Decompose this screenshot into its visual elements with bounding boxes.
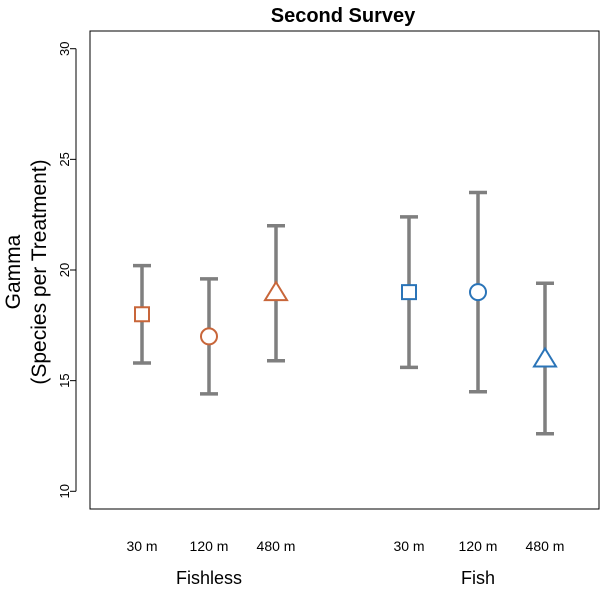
y-tick-label: 20 bbox=[57, 263, 72, 277]
circle-marker bbox=[200, 327, 218, 346]
plot-frame bbox=[89, 30, 600, 510]
x-axis-labels: 30 m 120 m 480 m 30 m 120 m 480 m bbox=[126, 538, 564, 554]
data-marks bbox=[133, 190, 558, 436]
square-marker bbox=[401, 284, 417, 301]
y-tick-label: 25 bbox=[57, 152, 72, 166]
x-tick-label: 120 m bbox=[459, 538, 498, 554]
group-label: Fishless bbox=[176, 568, 242, 588]
y-tick-label: 15 bbox=[57, 373, 72, 387]
circle-marker bbox=[469, 283, 487, 302]
y-axis-label: Gamma (Species per Treatment) bbox=[2, 159, 51, 384]
group-labels: Fishless Fish bbox=[176, 568, 495, 588]
x-tick-label: 30 m bbox=[126, 538, 157, 554]
x-tick-label: 120 m bbox=[190, 538, 229, 554]
y-axis-label-line-1: Gamma bbox=[2, 234, 25, 309]
x-tick-label: 30 m bbox=[393, 538, 424, 554]
y-axis-label-line-2: (Species per Treatment) bbox=[28, 159, 51, 384]
chart-title: Second Survey bbox=[271, 5, 416, 27]
x-tick-label: 480 m bbox=[526, 538, 565, 554]
triangle-marker bbox=[532, 346, 558, 368]
x-tick-label: 480 m bbox=[257, 538, 296, 554]
group-label: Fish bbox=[461, 568, 495, 588]
y-axis: 10 15 20 25 30 bbox=[57, 41, 77, 499]
triangle-marker bbox=[263, 280, 289, 302]
y-tick-label: 30 bbox=[57, 41, 72, 55]
y-tick-label: 10 bbox=[57, 484, 72, 498]
square-marker bbox=[134, 306, 150, 323]
